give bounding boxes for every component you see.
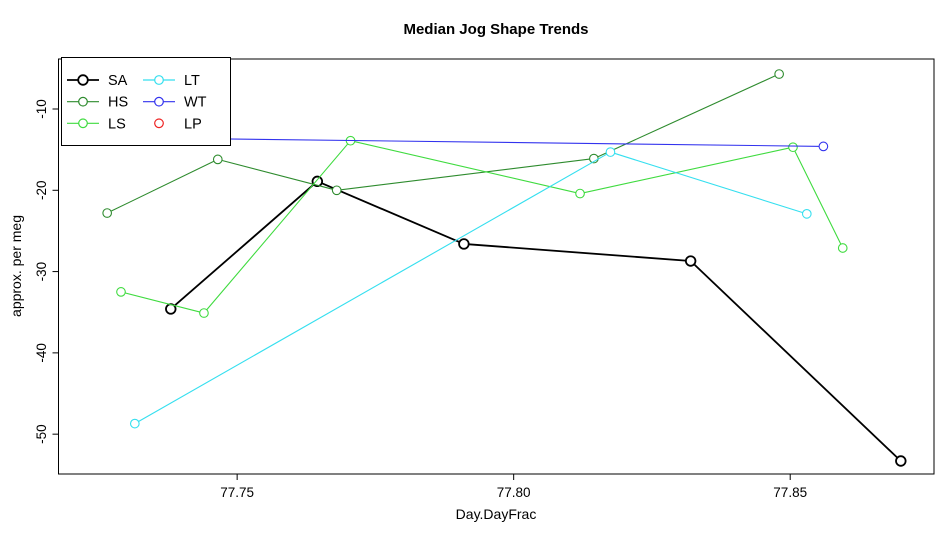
series-HS-marker xyxy=(212,154,223,165)
series-SA-marker xyxy=(458,238,470,250)
chart-title: Median Jog Shape Trends xyxy=(403,21,588,38)
series-LT-marker xyxy=(801,209,812,219)
legend: SA HS LS LT WT LP xyxy=(61,57,231,146)
series-HS-marker xyxy=(102,208,113,218)
x-tick-label: 77.80 xyxy=(497,485,531,500)
legend-marker-SA xyxy=(77,74,89,86)
series-SA-marker xyxy=(895,455,907,467)
plot-border xyxy=(58,58,935,475)
legend-label-SA: SA xyxy=(108,73,128,89)
x-axis-label: Day.DayFrac xyxy=(456,506,537,522)
legend-marker-WT xyxy=(154,96,164,107)
legend-marker-LT xyxy=(154,75,164,85)
series-LS-marker xyxy=(837,243,848,253)
series-LS-marker xyxy=(116,287,126,297)
legend-label-HS: HS xyxy=(108,95,128,111)
series-LS-marker xyxy=(788,142,798,153)
y-tick-label: -20 xyxy=(34,181,49,201)
series-LT-marker xyxy=(129,418,140,429)
legend-marker-LS xyxy=(78,118,88,129)
series-LT-marker xyxy=(605,147,616,157)
series-SA-marker xyxy=(684,255,697,267)
legend-label-WT: WT xyxy=(184,95,207,111)
y-axis-label: approx. per meg xyxy=(8,215,24,317)
legend-marker-LP xyxy=(154,118,164,129)
series-LS-marker xyxy=(199,308,209,318)
y-tick-label: -10 xyxy=(34,99,49,119)
y-tick-label: -40 xyxy=(34,343,49,363)
axes-layer: 77.75 77.80 77.85 -10 -20 -30 -40 -50 xyxy=(34,99,807,500)
series-HS-marker xyxy=(774,69,784,79)
legend-label-LS: LS xyxy=(108,116,126,132)
series-LS-marker xyxy=(575,188,585,199)
legend-label-LP: LP xyxy=(184,116,202,132)
series-LS-line xyxy=(120,140,844,314)
x-tick-label: 77.85 xyxy=(773,485,807,500)
legend-marker-HS xyxy=(78,96,88,107)
series-LT-line xyxy=(134,151,808,425)
x-tick-label: 77.75 xyxy=(220,485,254,500)
legend-label-LT: LT xyxy=(184,73,200,89)
series-WT-marker xyxy=(818,141,829,152)
series-SA-marker xyxy=(311,175,324,188)
series-HS-marker xyxy=(331,185,342,196)
y-tick-label: -30 xyxy=(34,262,49,282)
y-tick-label: -50 xyxy=(34,424,49,444)
